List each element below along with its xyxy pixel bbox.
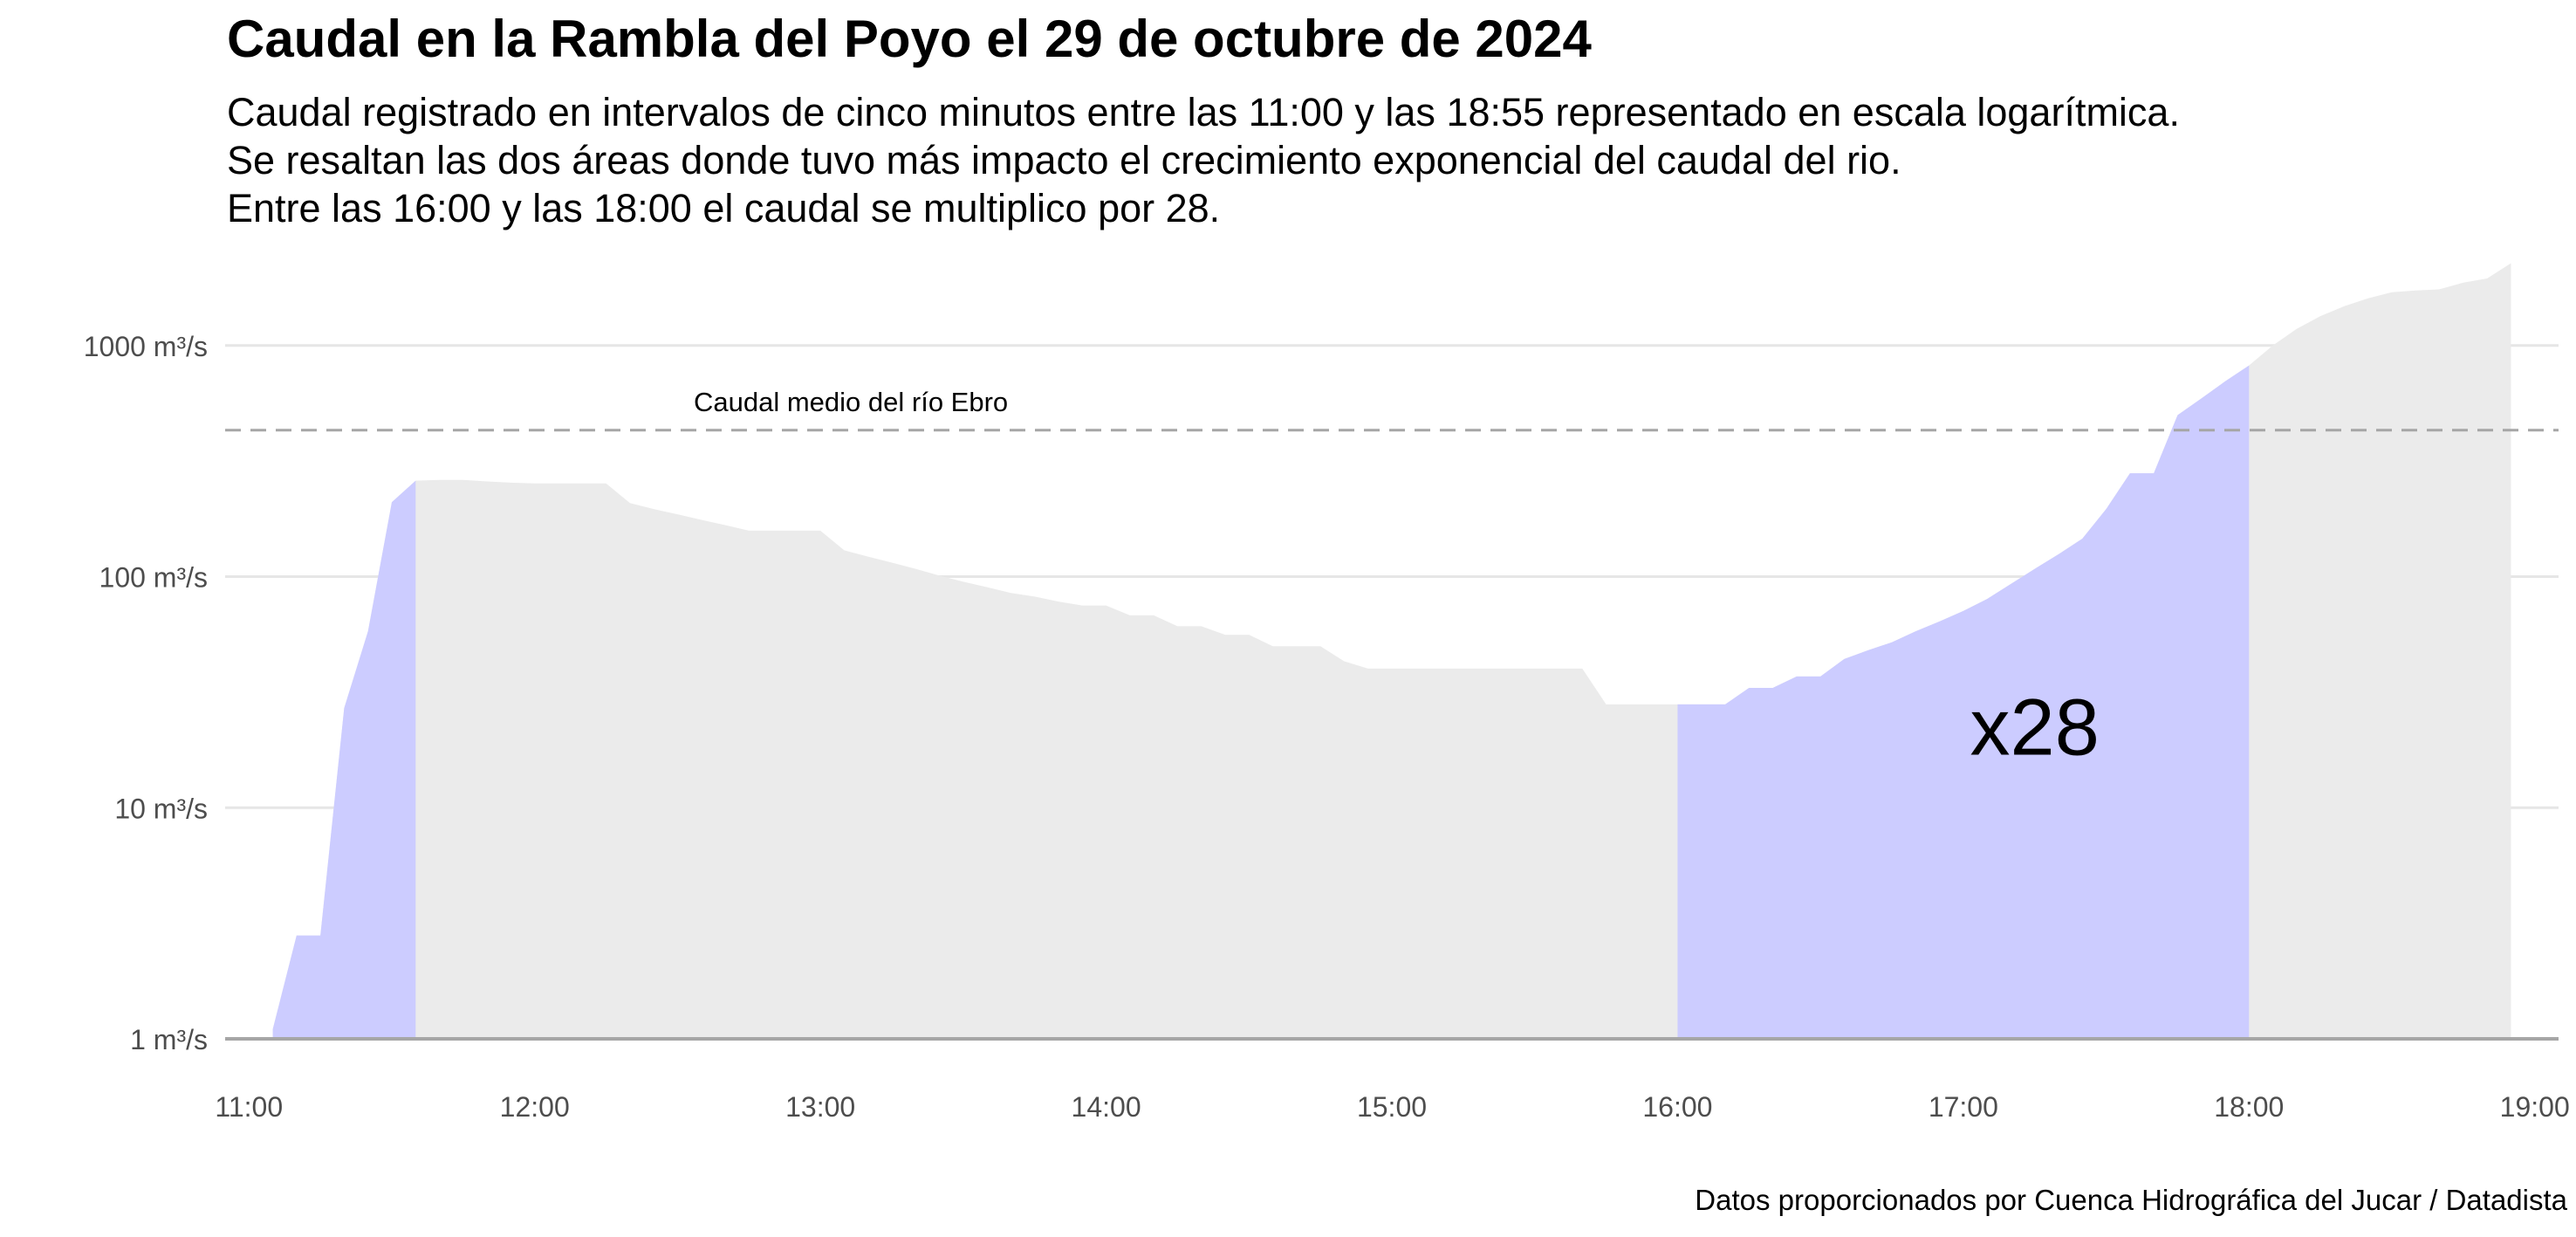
- growth-annotation: x28: [1970, 684, 2100, 773]
- chart-subtitle: Caudal registrado en intervalos de cinco…: [227, 88, 2180, 232]
- reference-line-label: Caudal medio del río Ebro: [694, 387, 1008, 417]
- annotation-layer: x28: [1970, 684, 2100, 773]
- highlight-area: [1677, 365, 2250, 1040]
- y-tick-label: 1000 m³/s: [84, 331, 208, 362]
- chart-title: Caudal en la Rambla del Poyo el 29 de oc…: [227, 10, 1592, 68]
- subtitle-line: Caudal registrado en intervalos de cinco…: [227, 90, 2180, 134]
- x-tick-label: 17:00: [1929, 1091, 1998, 1123]
- x-tick-label: 16:00: [1642, 1091, 1712, 1123]
- x-tick-label: 14:00: [1072, 1091, 1141, 1123]
- x-tick-label: 12:00: [500, 1091, 570, 1123]
- x-tick-label: 18:00: [2214, 1091, 2284, 1123]
- y-tick-label: 10 m³/s: [114, 793, 208, 824]
- area-layer: [272, 263, 2511, 1040]
- y-tick-label: 1 m³/s: [130, 1024, 208, 1055]
- reference-line-layer: Caudal medio del río Ebro: [225, 387, 2559, 432]
- axis-layer: 1 m³/s 10 m³/s 100 m³/s 1000 m³/s 11:00 12:00…: [84, 331, 2570, 1123]
- x-tick-label: 13:00: [785, 1091, 855, 1123]
- x-tick-label: 19:00: [2500, 1091, 2570, 1123]
- x-tick-label: 11:00: [215, 1091, 283, 1123]
- subtitle-line: Entre las 16:00 y las 18:00 el caudal se…: [227, 186, 1221, 230]
- chart-caption: Datos proporcionados por Cuenca Hidrográ…: [1695, 1184, 2567, 1216]
- y-tick-label: 100 m³/s: [99, 562, 208, 594]
- highlight-area: [272, 480, 416, 1039]
- x-tick-label: 15:00: [1357, 1091, 1427, 1123]
- subtitle-line: Se resaltan las dos áreas donde tuvo más…: [227, 138, 1901, 182]
